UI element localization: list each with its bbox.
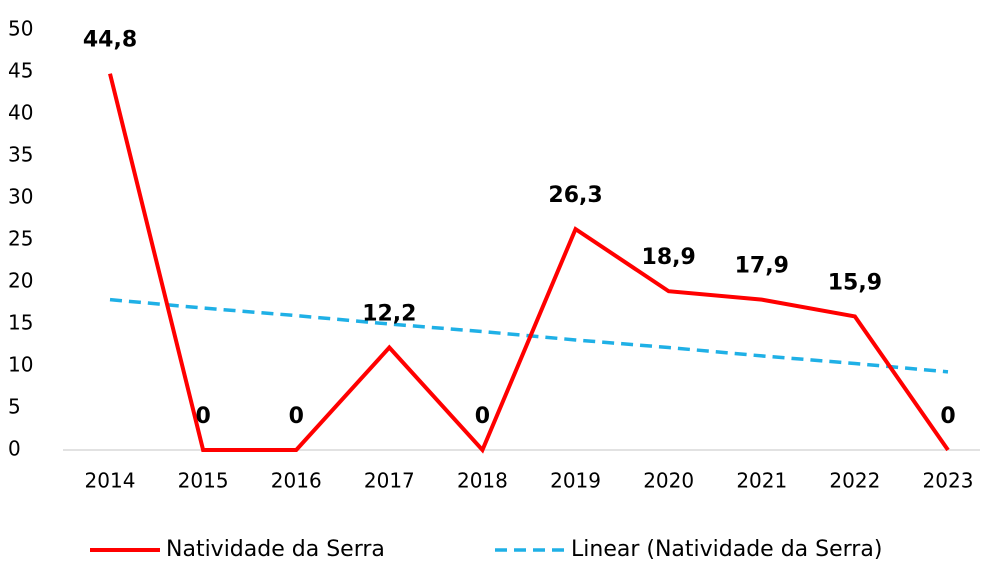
legend-label: Natividade da Serra	[166, 537, 385, 562]
y-tick-label: 25	[8, 227, 33, 251]
x-tick-label: 2023	[923, 469, 974, 493]
y-tick-label: 45	[8, 59, 33, 83]
data-label: 12,2	[362, 302, 416, 327]
y-tick-label: 5	[8, 395, 21, 419]
y-tick-label: 10	[8, 353, 33, 377]
x-tick-label: 2019	[550, 469, 601, 493]
data-label: 44,8	[83, 28, 137, 53]
x-tick-label: 2020	[643, 469, 694, 493]
x-tick-label: 2015	[178, 469, 229, 493]
data-label: 17,9	[735, 254, 789, 279]
x-tick-label: 2016	[271, 469, 322, 493]
data-label: 15,9	[828, 270, 882, 295]
data-label: 0	[940, 404, 955, 429]
y-tick-label: 40	[8, 101, 33, 125]
data-label: 18,9	[642, 245, 696, 270]
y-tick-label: 20	[8, 269, 33, 293]
x-tick-label: 2022	[829, 469, 880, 493]
x-tick-label: 2018	[457, 469, 508, 493]
data-line	[108, 73, 950, 454]
y-tick-label: 30	[8, 185, 33, 209]
data-label: 0	[475, 404, 490, 429]
x-tick-label: 2014	[85, 469, 136, 493]
legend-label: Linear (Natividade da Serra)	[571, 537, 882, 562]
y-tick-label: 0	[8, 437, 21, 461]
data-label: 0	[195, 404, 210, 429]
y-tick-label: 50	[8, 17, 33, 41]
x-tick-label: 2021	[736, 469, 787, 493]
y-tick-label: 15	[8, 311, 33, 335]
data-label: 26,3	[548, 183, 602, 208]
y-tick-label: 35	[8, 143, 33, 167]
x-tick-label: 2017	[364, 469, 415, 493]
data-label: 0	[289, 404, 304, 429]
